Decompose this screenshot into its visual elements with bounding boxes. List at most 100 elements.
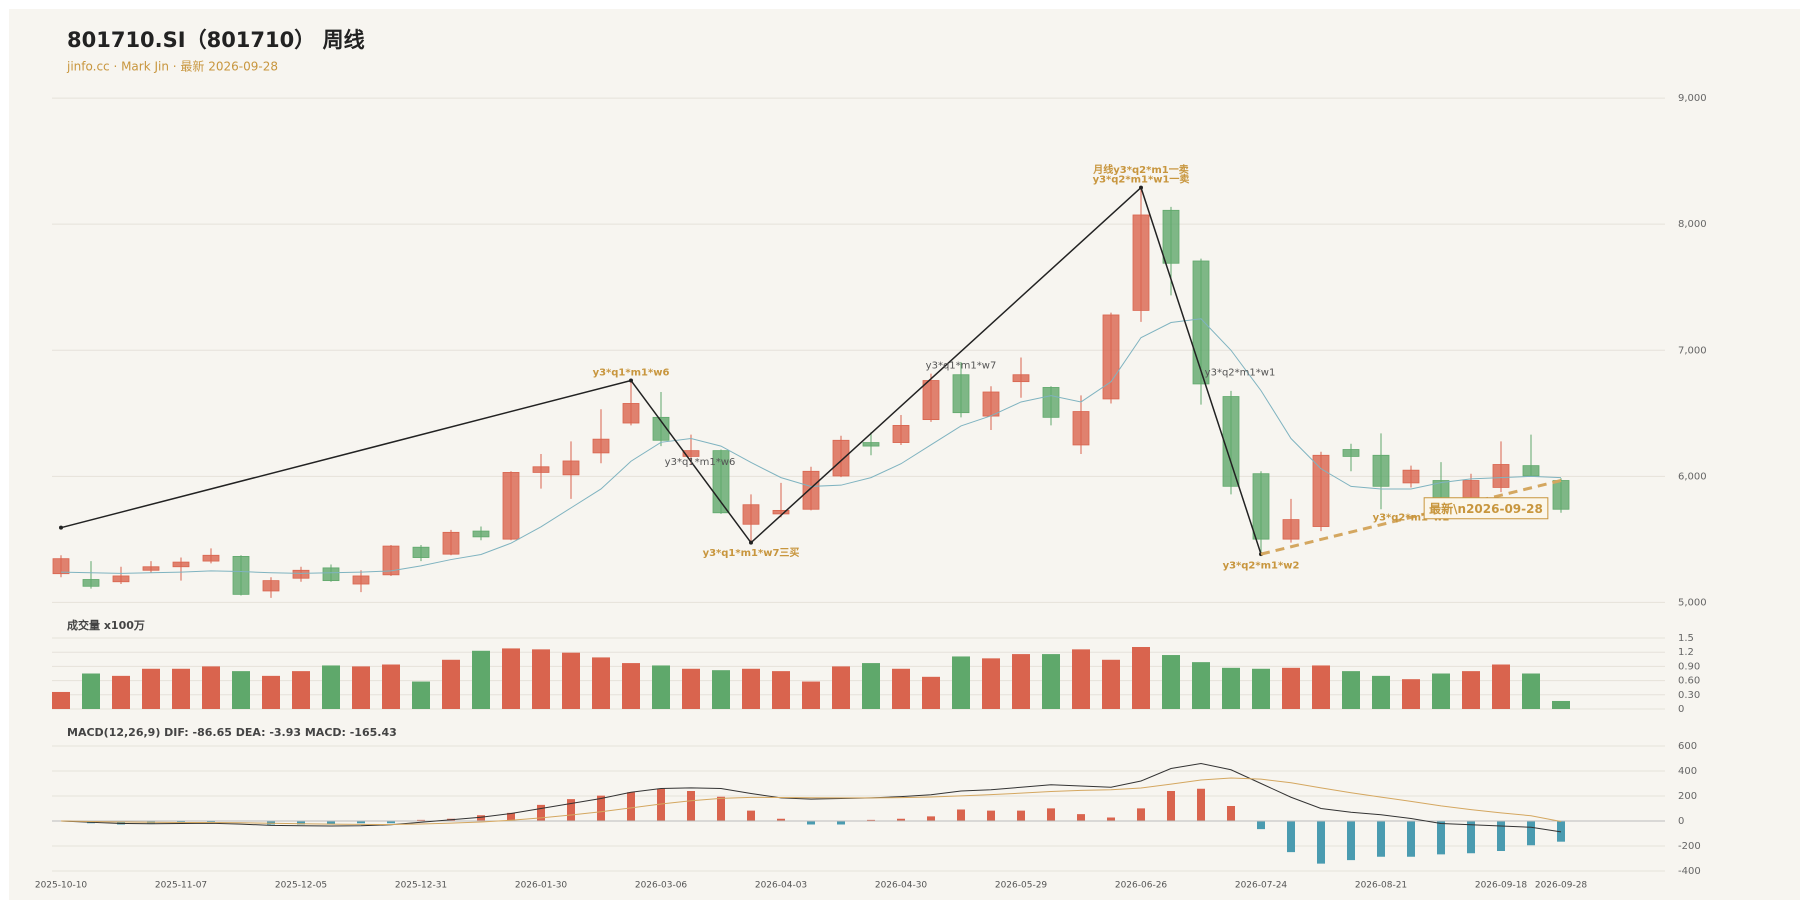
- macd-bar: [1077, 814, 1085, 821]
- macd-bar: [357, 821, 365, 824]
- x-tick-label: 2026-06-26: [1115, 881, 1168, 891]
- annotation: y3*q1*m1*w6: [593, 367, 670, 378]
- volume-bar: [442, 659, 460, 709]
- volume-bar: [952, 656, 970, 709]
- annotation-box: [1423, 497, 1549, 520]
- candle-body: [682, 450, 700, 457]
- macd-bar: [1317, 821, 1325, 864]
- annotation: y3*q2*m1*w2: [1223, 561, 1300, 572]
- volume-bar: [1252, 668, 1270, 709]
- x-tick-label: 2026-09-28: [1535, 881, 1588, 891]
- volume-bar: [712, 670, 730, 709]
- volume-bar: [82, 673, 100, 709]
- candle-body: [1372, 454, 1390, 487]
- y-tick-label: 6,000: [1678, 471, 1707, 482]
- macd-bar: [927, 816, 935, 821]
- x-tick-label: 2026-09-18: [1475, 881, 1528, 891]
- x-tick-label: 2025-11-07: [155, 881, 207, 891]
- candle-body: [1072, 411, 1090, 446]
- candle-body: [862, 442, 880, 447]
- candle-body: [502, 472, 520, 540]
- ma-line: [60, 318, 1562, 574]
- y-tick-label: 1.5: [1678, 633, 1694, 644]
- macd-bar: [987, 810, 995, 821]
- macd-bar: [1227, 806, 1235, 821]
- volume-bar: [1102, 659, 1120, 709]
- macd-bar: [1107, 817, 1115, 821]
- candle-body: [292, 569, 310, 579]
- candle-body: [52, 558, 70, 575]
- volume-bar: [142, 668, 160, 709]
- volume-bar: [1282, 667, 1300, 709]
- y-tick-label: 0.90: [1678, 661, 1700, 672]
- candle-body: [1012, 374, 1030, 383]
- candle-body: [802, 470, 820, 510]
- candle-body: [772, 509, 790, 515]
- macd-bar: [777, 818, 785, 821]
- macd-bar: [207, 821, 215, 823]
- macd-bar: [1377, 821, 1385, 857]
- candle-body: [1222, 396, 1240, 487]
- volume-bar: [652, 665, 670, 709]
- volume-bar: [1372, 675, 1390, 709]
- candle-body: [82, 579, 100, 587]
- candle-body: [832, 439, 850, 477]
- volume-bar: [1162, 655, 1180, 709]
- volume-bar: [1462, 671, 1480, 709]
- candle-body: [1492, 464, 1510, 488]
- volume-bar: [1072, 649, 1090, 709]
- y-tick-label: -200: [1678, 841, 1701, 852]
- candle-body: [952, 374, 970, 414]
- macd-bar: [837, 821, 845, 825]
- volume-bar: [1522, 673, 1540, 709]
- volume-bar: [772, 671, 790, 709]
- macd-bar: [1497, 821, 1505, 851]
- macd-bar: [1407, 821, 1415, 857]
- annotation: 最新\n2026-09-28: [1429, 501, 1543, 516]
- volume-bar: [892, 668, 910, 709]
- x-tick-label: 2026-07-24: [1235, 881, 1288, 891]
- macd-bar: [717, 796, 725, 821]
- candle-body: [112, 575, 130, 583]
- candle-body: [142, 566, 160, 571]
- x-tick-label: 2025-12-31: [395, 881, 447, 891]
- macd-bar: [387, 821, 395, 824]
- y-tick-label: -400: [1678, 866, 1701, 877]
- y-tick-label: 5,000: [1678, 597, 1707, 608]
- macd-bar: [507, 812, 515, 821]
- candle-body: [1552, 480, 1570, 510]
- annotation: 月线y3*q2*m1一卖: [1092, 163, 1188, 176]
- x-tick-label: 2026-04-03: [755, 881, 807, 891]
- volume-bar: [742, 668, 760, 709]
- candle-body: [262, 580, 280, 592]
- macd-bar: [1347, 821, 1355, 861]
- macd-bar: [177, 821, 185, 823]
- x-tick-label: 2026-01-30: [515, 881, 568, 891]
- volume-bar: [802, 681, 820, 709]
- volume-bar: [1222, 667, 1240, 709]
- macd-bar: [687, 791, 695, 821]
- volume-bar: [982, 658, 1000, 709]
- volume-bar: [832, 666, 850, 709]
- volume-bar: [922, 676, 940, 709]
- macd-bar: [537, 804, 545, 821]
- volume-bar: [682, 668, 700, 709]
- y-tick-label: 400: [1678, 766, 1697, 777]
- volume-bar: [202, 666, 220, 709]
- candle-body: [1162, 209, 1180, 264]
- zigzag-point: [629, 378, 633, 383]
- y-tick-label: 0.60: [1678, 676, 1700, 687]
- candle-body: [1282, 519, 1300, 540]
- macd-title: MACD(12,26,9) DIF: -86.65 DEA: -3.93 MAC…: [67, 726, 397, 739]
- macd-bar: [1167, 791, 1175, 821]
- volume-bar: [472, 650, 490, 709]
- x-tick-label: 2026-05-29: [995, 881, 1048, 891]
- macd-bar: [1197, 788, 1205, 821]
- candle-body: [922, 380, 940, 421]
- macd-bar: [597, 795, 605, 821]
- candle-body: [742, 504, 760, 525]
- volume-bar: [562, 652, 580, 709]
- annotation: y3*q1*m1*w7三买: [703, 547, 800, 559]
- macd-bar: [1287, 821, 1295, 853]
- candle-body: [1462, 480, 1480, 500]
